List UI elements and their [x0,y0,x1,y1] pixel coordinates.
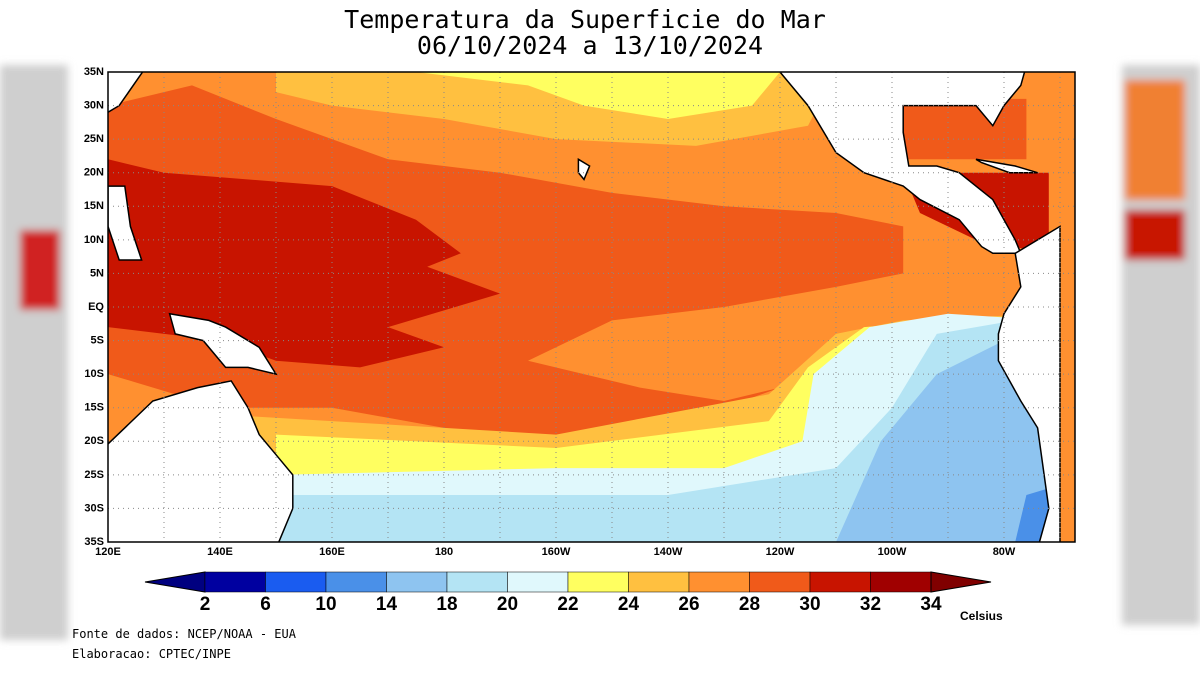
colorbar-label: 34 [920,594,942,615]
lat-label: 35S [84,536,104,548]
source: Fonte de dados: NCEP/NOAA - EUA [72,627,297,641]
lat-label: 10S [84,368,104,380]
lon-label: 180 [435,546,453,558]
philippines [108,185,143,261]
colorbar-swatch [809,571,871,593]
lat-label: 35N [84,66,104,78]
north-america [777,72,1026,255]
sea-18-20 [276,320,1049,542]
colorbar-label: 18 [436,594,457,615]
lat-label: 20N [84,167,104,179]
grid [108,72,1075,542]
colorbar-swatch [628,571,690,593]
colorbar-label: 30 [799,594,820,615]
axes: 35N 30N 25N 20N 15N 10N 5N EQ 5S 10S 15S 20S 25S 30S 3… [84,66,1016,558]
lat-label: 20S [84,435,104,447]
lon-label: 100W [878,546,907,558]
hawaii [577,157,591,181]
colorbar-label: 22 [557,594,578,615]
colorbar-swatch [870,571,932,593]
lon-label: 80W [993,546,1016,558]
colorbar-label: 2 [200,594,211,615]
lat-label: 5S [91,334,104,346]
new-guinea [168,312,278,376]
side-decor [0,65,1200,640]
sea-30-32 [108,159,500,368]
sea-10-14 [1015,488,1049,542]
colorbar-swatch [204,571,266,593]
colorbar-label: 10 [315,594,336,615]
lat-label: 5N [90,267,104,279]
colorbar-swatch [567,571,629,593]
colorbar-label: 6 [260,594,271,615]
lon-label: 160E [319,546,345,558]
colorbar-label: 26 [678,594,699,615]
colorbar-label: 28 [739,594,760,615]
map-frame [107,71,1076,543]
lon-label: 120W [766,546,795,558]
lat-label: 30N [84,99,104,111]
colorbar-label: 32 [860,594,881,615]
lat-label: 30S [84,502,104,514]
colorbar-arrow [144,571,206,593]
colorbar-swatch [446,571,508,593]
lon-label: 120E [95,546,121,558]
lat-label: 25N [84,133,104,145]
legend-unit: Celsius [960,609,1003,623]
colorbar-swatch [507,571,569,593]
lat-label: 25S [84,469,104,481]
australia [108,380,294,542]
lat-label: 10N [84,234,104,246]
lon-label: 140W [654,546,683,558]
colorbar-label: 20 [497,594,518,615]
colorbar-swatch [265,571,327,593]
south-america [997,225,1061,542]
lat-label: 15S [84,402,104,414]
subtitle: 06/10/2024 a 13/10/2024 [417,31,763,60]
colorbar-label: 14 [376,594,398,615]
lon-label: 140E [207,546,233,558]
sea-22-24 [416,72,780,119]
asia [108,72,144,114]
colorbar-swatch [325,571,387,593]
colorbar-label: 24 [618,594,640,615]
author: Elaboracao: CPTEC/INPE [72,647,231,661]
title: Temperatura da Superficie do Mar [344,5,826,34]
lon-label: 160W [542,546,571,558]
lat-label: EQ [88,301,104,313]
colorbar-arrow [930,571,992,593]
colorbar-swatch [386,571,448,593]
lat-label: 15N [84,200,104,212]
colorbar-swatch [749,571,811,593]
colorbar-swatch [688,571,750,593]
colorbar: 2 6 10 14 18 20 22 24 26 28 30 32 34 [144,571,992,615]
sea-14-18 [836,340,1049,542]
